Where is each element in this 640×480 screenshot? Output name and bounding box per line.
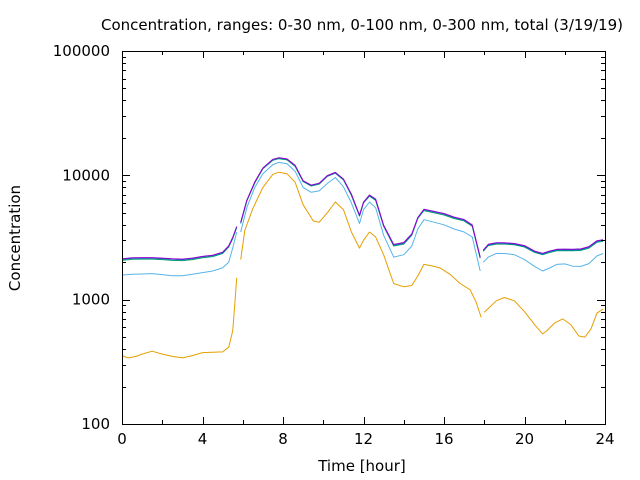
series-4-line-segment-3: [482, 239, 604, 255]
chart-title: Concentration, ranges: 0-30 nm, 0-100 nm…: [101, 16, 623, 34]
series-2-line-segment-2: [240, 161, 481, 272]
series-3-line-segment-1: [121, 227, 238, 262]
series-5-line-segment-2: [240, 157, 481, 258]
plot-series-group: [121, 157, 604, 359]
x-tick-label: 24: [595, 430, 614, 448]
y-tick-label: 10000: [62, 166, 110, 184]
series-1-line-segment-3: [483, 297, 604, 338]
x-tick-label: 12: [354, 430, 373, 448]
series-5-line-segment-3: [482, 239, 604, 254]
x-tick-label: 8: [278, 430, 288, 448]
x-tick-label: 16: [434, 430, 453, 448]
x-tick-label: 0: [117, 430, 127, 448]
series-3-line-segment-2: [240, 158, 481, 259]
y-axis: 100 1000 10000 100000: [53, 42, 605, 433]
x-tick-label: 20: [515, 430, 534, 448]
y-tick-label: 100000: [53, 42, 110, 60]
x-tick-label: 4: [198, 430, 208, 448]
plot-frame: [122, 51, 606, 425]
series-3-line-segment-3: [482, 240, 604, 256]
y-axis-title: Concentration: [6, 185, 24, 291]
series-1-line-segment-1: [121, 277, 238, 359]
x-axis-title: Time [hour]: [317, 457, 406, 475]
series-5-line-segment-1: [121, 226, 238, 260]
y-tick-label: 100: [81, 415, 110, 433]
series-1-line-segment-2: [240, 171, 482, 318]
y-tick-label: 1000: [72, 291, 110, 309]
series-2-line-segment-1: [121, 231, 238, 277]
x-axis: 0 4 8 12 16 20 24: [117, 51, 615, 448]
series-2-line-segment-3: [482, 253, 604, 272]
